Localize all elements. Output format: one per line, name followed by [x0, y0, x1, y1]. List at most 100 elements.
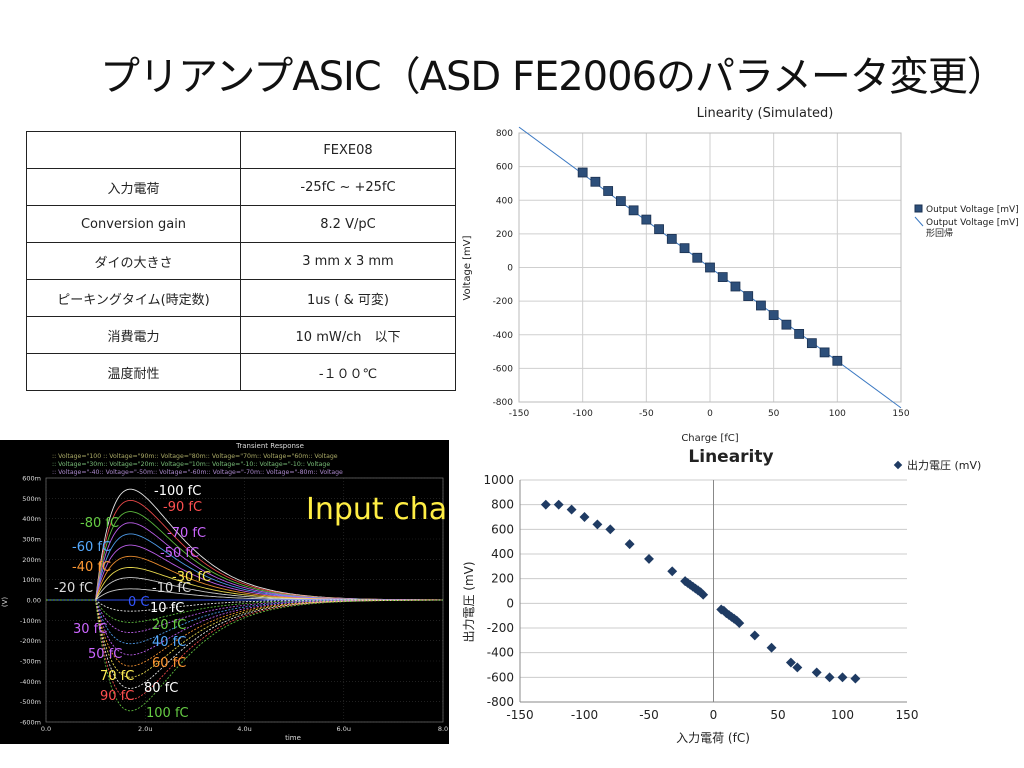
data-point — [605, 524, 616, 535]
overlay-text: Input cha — [306, 492, 447, 527]
data-point — [781, 319, 792, 330]
data-point — [824, 672, 835, 683]
data-point — [768, 310, 779, 320]
curve-label: 20 fC — [152, 618, 186, 633]
y-tick-label: -100m — [20, 617, 41, 625]
data-point — [743, 291, 754, 301]
y-tick-label: -600m — [20, 719, 41, 727]
table-cell: ピーキングタイム(時定数) — [26, 279, 241, 317]
grid — [519, 479, 907, 703]
curve-label: 80 fC — [144, 681, 178, 696]
legend: Output Voltage [mV] Output Voltage [mV] … — [914, 204, 1019, 239]
data-points — [577, 167, 843, 366]
data-point — [679, 243, 690, 254]
y-tick-label: 100m — [22, 576, 41, 584]
x-axis-label: 入力電荷 (fC) — [676, 731, 750, 745]
y-tick-label: 200 — [491, 572, 514, 586]
table-row: FEXE08 — [26, 131, 456, 169]
curve-label: 90 fC — [100, 689, 134, 704]
table-cell: 温度耐性 — [26, 353, 241, 391]
curve-label: -50 fC — [160, 546, 199, 561]
y-tick-label: 800 — [491, 498, 514, 512]
x-tick-label: -100 — [572, 409, 593, 419]
curve-label: -60 fC — [72, 540, 111, 555]
chart-title: Linearity — [688, 447, 773, 467]
y-tick-label: 400 — [496, 196, 513, 206]
y-tick-label: -600 — [493, 364, 514, 374]
legend-entry: 形回帰 — [926, 227, 953, 239]
data-point — [577, 167, 588, 178]
data-point — [615, 196, 626, 206]
table-cell: 8.2 V/pC — [240, 205, 456, 243]
curve-label: 70 fC — [100, 669, 134, 684]
curve-label: -40 fC — [72, 560, 111, 575]
y-axis-label: (V) — [1, 597, 9, 608]
chart-title: Linearity (Simulated) — [697, 106, 834, 121]
y-tick-label: 1000 — [483, 473, 514, 487]
legend-entry: Output Voltage [mV] — [926, 218, 1019, 228]
x-tick-label: 50 — [768, 409, 780, 419]
table-row: 温度耐性 -１００℃ — [26, 353, 456, 391]
x-tick-label: 0 — [710, 708, 718, 722]
spec-table: FEXE08 入力電荷 -25fC ~ +25fC Conversion gai… — [26, 131, 456, 391]
y-tick-label: -200m — [20, 637, 41, 645]
x-axis-label: Charge [fC] — [681, 433, 738, 444]
curve-label: -90 fC — [163, 500, 202, 515]
x-tick-label: 8.0 — [438, 725, 448, 733]
table-cell: -25fC ~ +25fC — [240, 168, 456, 206]
y-tick-label: 200 — [496, 230, 513, 240]
x-tick-label: 50 — [770, 708, 785, 722]
waveform-curve — [46, 599, 443, 689]
y-tick-label: 0 — [506, 596, 514, 610]
waveform-curve — [46, 599, 443, 623]
curve-label: 0 C — [128, 595, 149, 610]
data-point — [794, 329, 805, 339]
curve-label: 10 fC — [150, 601, 184, 616]
y-tick-label: -400 — [493, 331, 514, 341]
y-tick-label: 0 — [507, 264, 513, 274]
data-point — [566, 504, 577, 515]
waveform-curve — [46, 599, 443, 645]
table-row: ピーキングタイム(時定数) 1us ( & 可変) — [26, 279, 456, 317]
x-tick-label: 100 — [829, 409, 846, 419]
x-tick-label: -150 — [509, 409, 530, 419]
y-axis-label: 出力電圧 (mV) — [462, 561, 476, 642]
data-point — [837, 672, 848, 683]
curve-label: 60 fC — [152, 656, 186, 671]
plot-frame — [518, 132, 902, 403]
legend-row: :: Voltage="100 :: Voltage="90m:: Voltag… — [52, 453, 338, 460]
x-axis-label: time — [285, 734, 301, 742]
y-tick-label: 600 — [496, 163, 513, 173]
y-tick-label: -200 — [487, 621, 514, 635]
data-point — [590, 176, 601, 187]
curve-label: -80 fC — [80, 516, 119, 531]
data-point — [717, 272, 728, 282]
data-point — [624, 539, 635, 550]
x-tick-label: 0.0 — [41, 725, 51, 733]
curve-label: -10 fC — [152, 581, 191, 596]
data-point — [579, 512, 590, 522]
x-tick-label: 0 — [707, 409, 713, 419]
y-tick-label: -600 — [487, 670, 514, 684]
linearity-simulated-chart: Linearity (Simulated) -800 -600 -400 -200 0 2… — [462, 106, 1019, 444]
legend-diamond-marker — [893, 460, 903, 470]
y-tick-label: 600m — [22, 475, 41, 483]
data-point — [540, 499, 551, 510]
x-tick-label: -50 — [639, 409, 654, 419]
table-cell: Conversion gain — [26, 205, 241, 243]
x-tick-label: 100 — [831, 708, 854, 722]
y-tick-label: 600 — [491, 522, 514, 536]
x-tick-label: 150 — [896, 708, 919, 722]
legend-row: :: Voltage="30m:: Voltage="20m:: Voltage… — [52, 461, 330, 468]
x-tick-label: -100 — [571, 708, 598, 722]
data-point — [644, 553, 654, 564]
curve-label: -100 fC — [154, 484, 201, 499]
y-tick-label: 200m — [22, 556, 41, 564]
table-cell: 入力電荷 — [26, 168, 241, 206]
data-point — [553, 499, 564, 510]
transient-response-chart: Transient Response :: Voltage="100 :: Vo… — [0, 440, 449, 744]
table-cell: 3 mm x 3 mm — [240, 242, 456, 280]
y-tick-label: 500m — [22, 495, 41, 503]
table-cell: FEXE08 — [240, 131, 456, 169]
